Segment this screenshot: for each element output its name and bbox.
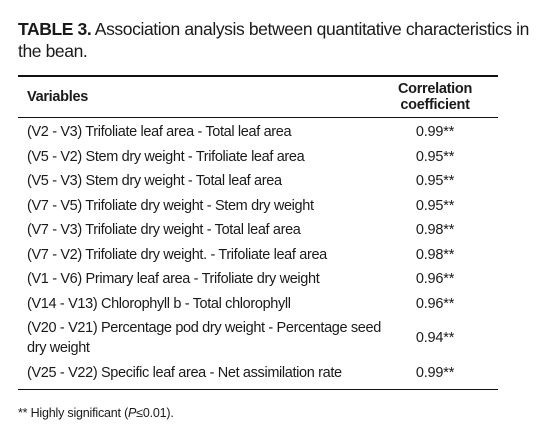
table-row: (V20 - V21) Percentage pod dry weight - … [18, 315, 498, 360]
table-row: (V7 - V3) Trifoliate dry weight - Total … [18, 217, 498, 242]
table-body: (V2 - V3) Trifoliate leaf area - Total l… [18, 119, 498, 385]
row-variables: (V7 - V3) Trifoliate dry weight - Total … [27, 222, 301, 238]
table-footnote: ** Highly significant (P≤0.01). [18, 406, 174, 420]
row-coefficient: 0.95** [415, 173, 455, 189]
row-coefficient: 0.98** [415, 246, 455, 263]
table-top-rule [18, 75, 498, 77]
table-header-rule [18, 117, 498, 118]
row-coefficient: 0.94** [415, 330, 455, 346]
row-variables: (V5 - V2) Stem dry weight - Trifoliate l… [27, 148, 305, 165]
row-coefficient: 0.95** [415, 148, 455, 165]
row-variables: (V7 - V5) Trifoliate dry weight - Stem d… [27, 197, 314, 214]
row-coefficient: 0.99** [415, 365, 455, 381]
table-row: (V5 - V3) Stem dry weight - Total leaf a… [18, 168, 498, 193]
table-row: (V1 - V6) Primary leaf area - Trifoliate… [18, 266, 498, 291]
row-variables: (V14 - V13) Chlorophyll b - Total chloro… [27, 295, 291, 312]
row-variables: (V25 - V22) Specific leaf area - Net ass… [27, 365, 342, 381]
table-title: Association analysis between quantitativ… [18, 19, 529, 61]
footnote-suffix: ≤0.01). [136, 406, 174, 420]
table-row: (V7 - V5) Trifoliate dry weight - Stem d… [18, 193, 498, 218]
footnote-prefix: ** Highly significant ( [18, 406, 129, 420]
header-correlation-coefficient: Correlation coefficient [397, 81, 473, 113]
row-variables: (V7 - V2) Trifoliate dry weight. - Trifo… [27, 246, 327, 263]
table-number: TABLE 3. [18, 19, 92, 39]
row-coefficient: 0.95** [415, 197, 455, 214]
table-row: (V2 - V3) Trifoliate leaf area - Total l… [18, 119, 498, 144]
row-coefficient: 0.96** [415, 271, 455, 287]
footnote-p-symbol: P [128, 406, 137, 420]
table-row: (V14 - V13) Chlorophyll b - Total chloro… [18, 291, 498, 316]
row-coefficient: 0.96** [415, 295, 455, 312]
header-variables: Variables [27, 89, 88, 105]
row-coefficient: 0.98** [415, 222, 455, 238]
table-row: (V5 - V2) Stem dry weight - Trifoliate l… [18, 144, 498, 169]
row-variables: (V2 - V3) Trifoliate leaf area - Total l… [27, 124, 292, 140]
table-bottom-rule [18, 389, 498, 390]
table-header: Variables Correlation coefficient [18, 77, 498, 117]
row-coefficient: 0.99** [415, 124, 455, 140]
table-row: (V7 - V2) Trifoliate dry weight. - Trifo… [18, 242, 498, 267]
table-caption: TABLE 3. Association analysis between qu… [18, 18, 533, 62]
row-variables: (V1 - V6) Primary leaf area - Trifoliate… [27, 271, 320, 287]
table-row: (V25 - V22) Specific leaf area - Net ass… [18, 360, 498, 385]
row-variables: (V20 - V21) Percentage pod dry weight - … [27, 320, 381, 356]
row-variables: (V5 - V3) Stem dry weight - Total leaf a… [27, 173, 282, 189]
